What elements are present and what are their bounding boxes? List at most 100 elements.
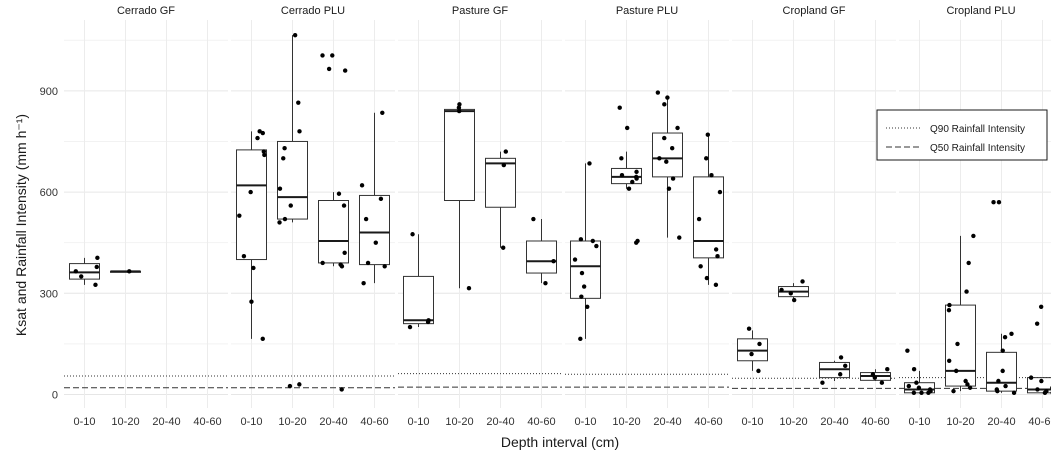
data-point xyxy=(662,135,667,141)
y-tick-label: 600 xyxy=(40,187,58,199)
box xyxy=(69,263,100,280)
box xyxy=(570,240,601,299)
data-point xyxy=(255,135,260,141)
x-tick-label: 20-40 xyxy=(820,416,848,428)
x-tick-label: 10-20 xyxy=(779,416,807,428)
data-point xyxy=(872,375,878,380)
facet-strip-label: Cerrado PLU xyxy=(281,5,345,17)
facet-panel: Cerrado PLU 0-10 10-20 20-40 40-60 xyxy=(231,5,395,428)
data-point xyxy=(911,367,917,372)
data-point xyxy=(93,282,98,288)
box xyxy=(526,240,557,274)
panel-background xyxy=(398,20,562,408)
data-point xyxy=(1003,383,1008,389)
data-point xyxy=(320,260,325,266)
data-point xyxy=(320,53,325,58)
data-point xyxy=(296,100,301,105)
data-point xyxy=(626,186,632,191)
data-point xyxy=(95,255,100,261)
data-point xyxy=(709,173,714,178)
data-point xyxy=(551,259,556,264)
data-point xyxy=(373,240,378,245)
data-point xyxy=(911,390,917,396)
facet-strip-label: Pasture GF xyxy=(452,5,509,17)
data-point xyxy=(260,336,265,342)
data-point xyxy=(1000,368,1005,374)
data-point xyxy=(241,253,247,259)
data-point xyxy=(967,385,973,390)
data-point xyxy=(282,146,287,151)
data-point xyxy=(257,129,262,134)
data-point xyxy=(800,279,805,284)
box xyxy=(444,108,475,202)
data-point xyxy=(261,149,267,154)
facet-strip-label: Cropland GF xyxy=(783,5,846,17)
data-point xyxy=(885,367,890,372)
data-point xyxy=(1000,348,1005,353)
data-point xyxy=(587,161,592,166)
x-tick-label: 10-20 xyxy=(445,416,473,428)
box xyxy=(236,149,267,261)
data-point xyxy=(288,203,293,208)
y-tick-label: 0 xyxy=(52,390,58,402)
data-point xyxy=(237,213,242,218)
data-point xyxy=(361,280,366,286)
legend-box xyxy=(876,109,1048,161)
facet-panel: Cropland GF 0-10 10-20 20-40 40-60 xyxy=(732,5,896,428)
legend-label-q50: Q50 Rainfall Intensity xyxy=(930,143,1025,154)
data-point xyxy=(666,186,672,191)
data-point xyxy=(594,243,599,249)
box xyxy=(403,275,434,325)
data-point xyxy=(359,183,365,188)
facet-panel: Pasture GF 0-10 10-20 20-40 40-60 xyxy=(398,5,562,428)
data-point xyxy=(365,260,371,266)
data-point xyxy=(456,105,462,110)
data-point xyxy=(870,372,876,377)
y-axis-title: Ksat and Rainfall Intensity (mm h⁻¹) xyxy=(13,114,29,336)
x-tick-label: 40-60 xyxy=(360,416,388,428)
data-point xyxy=(919,390,924,396)
data-point xyxy=(704,275,710,281)
data-point xyxy=(410,232,415,237)
box xyxy=(652,132,683,178)
legend-label-q90: Q90 Rainfall Intensity xyxy=(930,124,1025,135)
x-tick-label: 20-40 xyxy=(987,416,1015,428)
data-point xyxy=(665,95,670,100)
facet-strip-label: Cropland PLU xyxy=(946,5,1015,17)
x-tick-label: 0-10 xyxy=(908,416,930,428)
data-point xyxy=(717,189,723,195)
x-tick-label: 0-10 xyxy=(574,416,596,428)
data-point xyxy=(670,176,676,181)
data-point xyxy=(906,383,912,389)
data-point xyxy=(963,378,968,384)
data-point xyxy=(696,216,702,222)
data-point xyxy=(996,378,1001,384)
data-point xyxy=(1011,390,1017,396)
data-point xyxy=(79,274,84,279)
data-point xyxy=(954,368,959,374)
data-point xyxy=(820,380,825,385)
data-point xyxy=(788,291,793,296)
data-point xyxy=(251,265,256,271)
data-point xyxy=(1009,331,1014,336)
data-point xyxy=(94,264,99,270)
data-point xyxy=(838,372,843,377)
facet-strip-label: Pasture PLU xyxy=(616,5,678,17)
data-point xyxy=(670,146,675,151)
data-point xyxy=(579,270,585,276)
data-point xyxy=(579,294,584,299)
x-tick-label: 10-20 xyxy=(946,416,974,428)
data-point xyxy=(704,156,709,161)
data-point xyxy=(426,318,431,323)
data-point xyxy=(657,156,662,161)
data-point xyxy=(947,302,952,308)
x-tick-label: 40-60 xyxy=(527,416,555,428)
data-point xyxy=(914,380,919,385)
data-point xyxy=(991,199,996,205)
data-point xyxy=(927,387,933,392)
data-point xyxy=(749,351,754,357)
x-axis-title: Depth interval (cm) xyxy=(501,434,619,450)
data-point xyxy=(713,282,719,288)
data-point xyxy=(946,307,952,313)
data-point xyxy=(715,253,720,259)
